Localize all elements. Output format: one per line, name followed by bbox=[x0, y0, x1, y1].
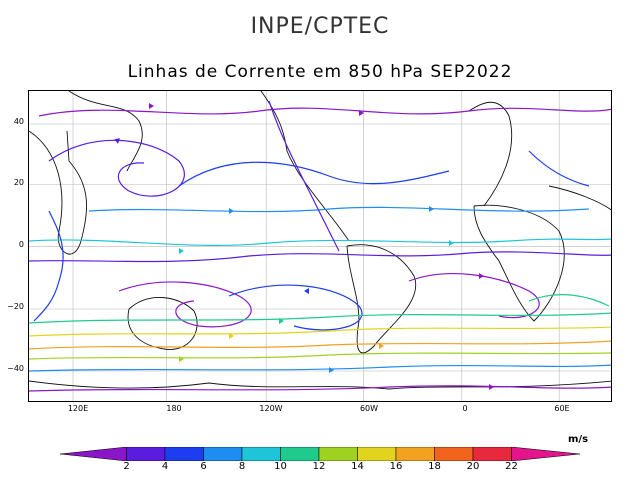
colorbar-segment bbox=[434, 447, 474, 461]
streamline-arrows bbox=[114, 103, 494, 390]
streamline bbox=[29, 352, 611, 360]
streamline bbox=[29, 340, 611, 350]
colorbar-segment bbox=[395, 447, 435, 461]
map-title: Linhas de Corrente em 850 hPa SEP2022 bbox=[127, 62, 513, 82]
colorbar bbox=[60, 447, 580, 461]
streamline bbox=[29, 251, 611, 263]
colorbar-tick-label: 4 bbox=[161, 461, 169, 472]
streamline bbox=[178, 161, 450, 187]
header-organization: INPE/CPTEC bbox=[250, 14, 390, 39]
streamline bbox=[29, 385, 611, 392]
colorbar-segment bbox=[126, 447, 166, 461]
streamline bbox=[38, 107, 611, 117]
lon-tick-label: 0 bbox=[462, 404, 468, 413]
streamline bbox=[228, 284, 363, 331]
colorbar-segment bbox=[357, 447, 397, 461]
colorbar-segment bbox=[280, 447, 320, 461]
lon-tick-label: 60W bbox=[359, 404, 379, 413]
colorbar-tick-label: 22 bbox=[505, 461, 518, 472]
streamline bbox=[29, 326, 611, 337]
lat-tick-label: 40 bbox=[13, 117, 24, 126]
streamline bbox=[528, 150, 590, 187]
streamline bbox=[528, 294, 610, 307]
streamline bbox=[88, 206, 590, 213]
colorbar-segment bbox=[60, 447, 127, 461]
map-frame bbox=[28, 90, 612, 402]
lon-tick-label: 60E bbox=[554, 404, 570, 413]
streamlines bbox=[29, 100, 611, 392]
colorbar-segment bbox=[318, 447, 358, 461]
streamline bbox=[48, 139, 185, 197]
colorbar-segment bbox=[203, 447, 243, 461]
colorbar-tick-label: 8 bbox=[238, 461, 246, 472]
lat-tick-label: 20 bbox=[13, 177, 24, 187]
colorbar-tick-label: 20 bbox=[466, 461, 480, 472]
streamline bbox=[33, 210, 64, 322]
lat-tick-label: −20 bbox=[7, 302, 24, 311]
colorbar-tick-label: 2 bbox=[123, 461, 130, 472]
colorbar-tick-label: 12 bbox=[312, 461, 326, 472]
lat-tick-label: 0 bbox=[18, 239, 24, 249]
colorbar-tick-label: 18 bbox=[428, 461, 441, 472]
streamline bbox=[408, 272, 540, 319]
colorbar-unit: m/s bbox=[568, 434, 589, 445]
colorbar-tick-label: 14 bbox=[351, 461, 364, 472]
colorbar-segment bbox=[241, 447, 281, 461]
colorbar-segment bbox=[472, 447, 512, 461]
lon-tick-label: 120W bbox=[259, 404, 283, 413]
lon-tick-label: 180 bbox=[166, 404, 182, 413]
streamline bbox=[118, 281, 252, 328]
lon-tick-label: 120E bbox=[67, 404, 89, 413]
lat-tick-label: −40 bbox=[7, 364, 24, 373]
streamline bbox=[29, 312, 611, 324]
colorbar-tick-label: 16 bbox=[389, 461, 403, 472]
streamline bbox=[268, 100, 340, 252]
streamline-map bbox=[29, 91, 611, 401]
colorbar-tick-label: 6 bbox=[200, 461, 207, 472]
colorbar-tick-label: 10 bbox=[274, 461, 287, 472]
colorbar-segment bbox=[511, 447, 580, 461]
streamline bbox=[29, 364, 611, 372]
colorbar-segment bbox=[164, 447, 204, 461]
streamline bbox=[29, 238, 611, 246]
graticule bbox=[29, 91, 611, 401]
